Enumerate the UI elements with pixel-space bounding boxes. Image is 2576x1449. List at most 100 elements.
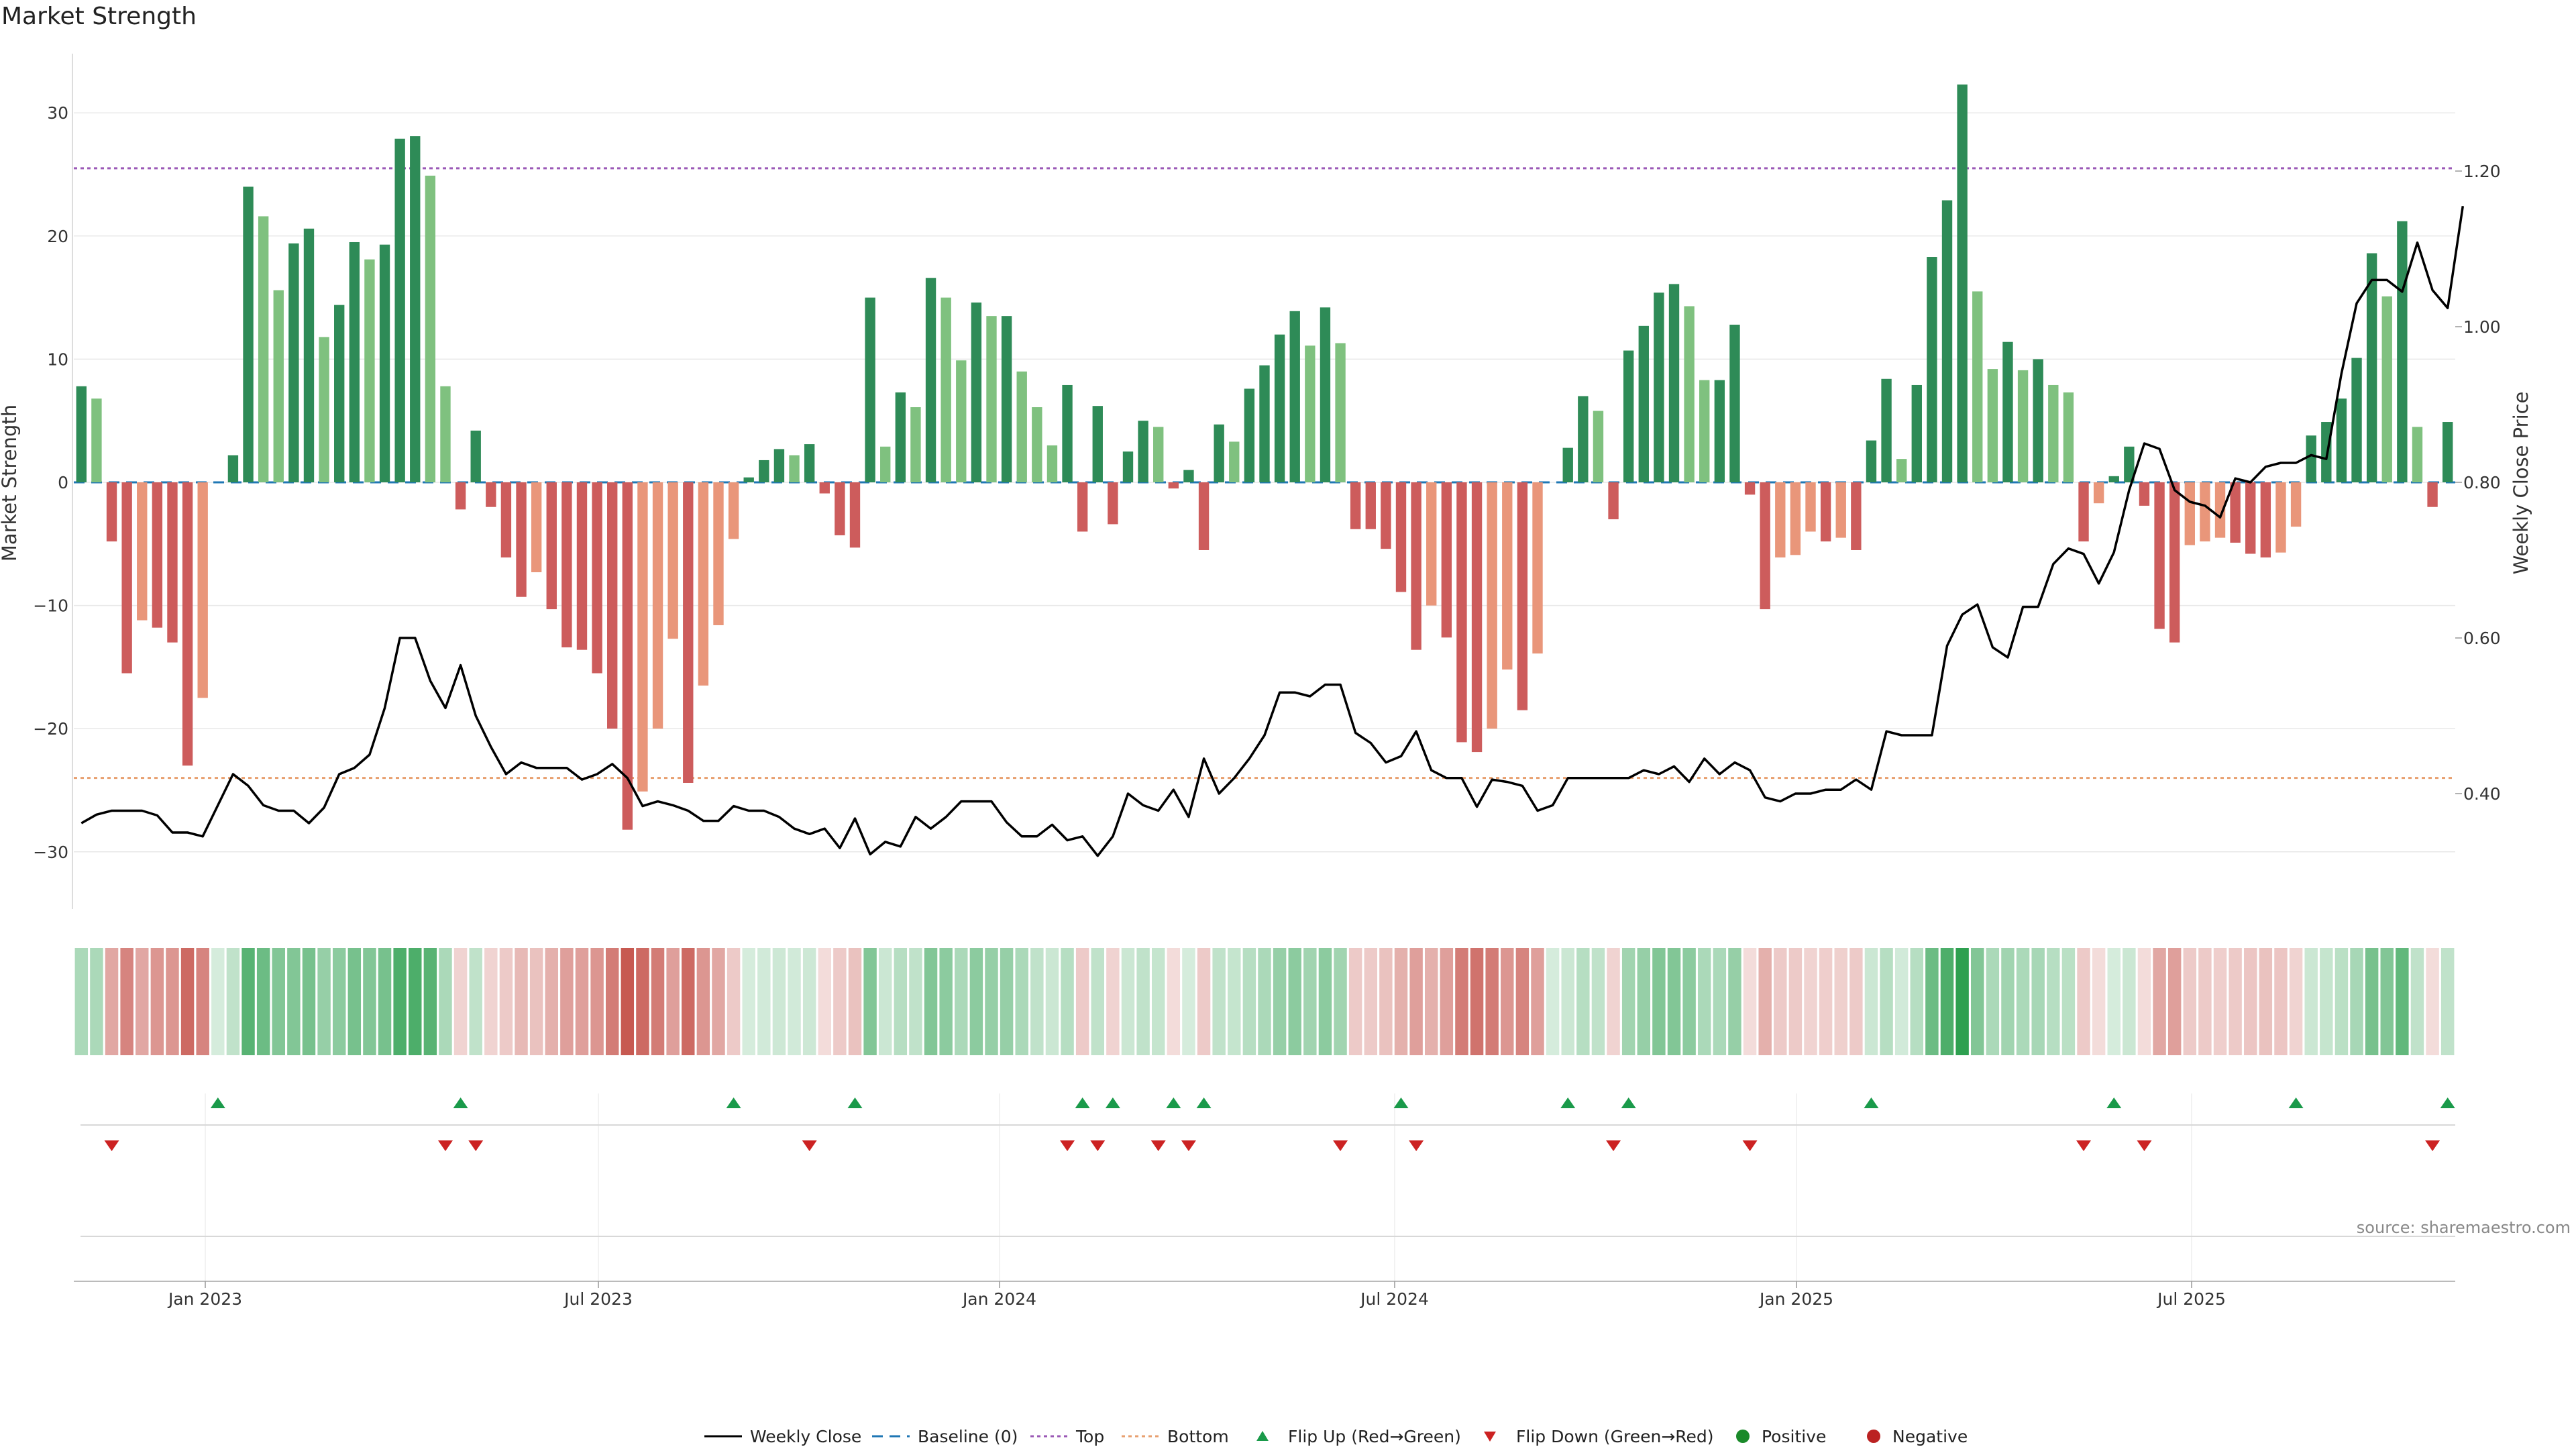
strength-bar bbox=[1987, 369, 1998, 482]
strength-bar bbox=[773, 449, 785, 482]
heatmap-cell bbox=[2198, 948, 2212, 1055]
strength-bar bbox=[2230, 482, 2241, 543]
strength-bar bbox=[182, 482, 193, 766]
heatmap-cell bbox=[878, 948, 892, 1055]
strength-bar bbox=[789, 455, 800, 482]
strength-bar bbox=[364, 259, 375, 482]
x-tick-label: Jul 2023 bbox=[563, 1289, 633, 1309]
y-right-tick-label: 0.80 bbox=[2463, 473, 2501, 492]
strength-bar bbox=[759, 460, 769, 482]
heatmap-cell bbox=[1197, 948, 1211, 1055]
heatmap-cell bbox=[1698, 948, 1711, 1055]
flip-up-marker bbox=[1075, 1097, 1090, 1108]
strength-bar bbox=[1820, 482, 1831, 542]
strength-bar bbox=[1471, 482, 1483, 753]
heatmap-cell bbox=[605, 948, 619, 1055]
heatmap-cell bbox=[2320, 948, 2333, 1055]
flip-up-marker bbox=[847, 1097, 863, 1108]
heatmap-cell bbox=[423, 948, 437, 1055]
heatmap-cell bbox=[1743, 948, 1757, 1055]
heatmap-cell bbox=[985, 948, 998, 1055]
strength-bar bbox=[1274, 334, 1285, 482]
heatmap-cell bbox=[1425, 948, 1438, 1055]
heatmap-cell bbox=[1440, 948, 1454, 1055]
heatmap-cell bbox=[1303, 948, 1317, 1055]
heatmap-cell bbox=[439, 948, 452, 1055]
heatmap-cell bbox=[1546, 948, 1560, 1055]
strength-bar bbox=[1775, 482, 1786, 557]
heatmap-cell bbox=[2153, 948, 2166, 1055]
strength-bar bbox=[1684, 306, 1695, 482]
heatmap-cell bbox=[347, 948, 362, 1055]
strength-bar bbox=[1122, 451, 1134, 482]
strength-bar bbox=[622, 482, 633, 830]
heatmap-cell bbox=[1561, 948, 1574, 1055]
strength-bar bbox=[865, 297, 875, 482]
strength-bar bbox=[2412, 427, 2423, 482]
heatmap-cell bbox=[2183, 948, 2197, 1055]
heatmap-cell bbox=[1591, 948, 1605, 1055]
strength-bar bbox=[925, 278, 936, 482]
strength-bar bbox=[743, 477, 754, 482]
flip-down-marker bbox=[2425, 1140, 2440, 1151]
heatmap-cell bbox=[1091, 948, 1104, 1055]
heatmap-cell bbox=[211, 948, 225, 1055]
strength-bar bbox=[2078, 482, 2089, 542]
heatmap-cell bbox=[712, 948, 725, 1055]
heatmap-cell bbox=[682, 948, 695, 1055]
strength-bar bbox=[637, 482, 648, 792]
heatmap-cell bbox=[1273, 948, 1287, 1055]
strength-bar bbox=[1532, 482, 1543, 654]
strength-heatmap-strip bbox=[74, 948, 2455, 1055]
strength-bar bbox=[1593, 411, 1604, 482]
heatmap-cell bbox=[1774, 948, 1787, 1055]
x-axis: Jan 2023 Jul 2023 Jan 2024 Jul 2024 Jan 2025… bbox=[74, 1281, 2455, 1309]
heatmap-cell bbox=[515, 948, 528, 1055]
strength-bar bbox=[1881, 378, 1892, 482]
heatmap-cell bbox=[727, 948, 741, 1055]
strength-bar bbox=[971, 302, 982, 482]
strength-bar bbox=[121, 482, 132, 674]
heatmap-cell bbox=[120, 948, 133, 1055]
strength-bar bbox=[1927, 257, 1937, 482]
heatmap-cell bbox=[2001, 948, 2015, 1055]
flip-down-marker bbox=[1090, 1140, 1106, 1151]
strength-bar bbox=[1381, 482, 1391, 549]
strength-bar bbox=[2154, 482, 2165, 629]
legend-bottom-label: Bottom bbox=[1167, 1427, 1229, 1446]
heatmap-cell bbox=[1348, 948, 1362, 1055]
y-right-tick-label: 1.20 bbox=[2463, 162, 2501, 181]
heatmap-cell bbox=[1849, 948, 1863, 1055]
heatmap-cell bbox=[1713, 948, 1727, 1055]
strength-bar bbox=[1851, 482, 1862, 550]
strength-bar bbox=[1289, 311, 1300, 482]
strength-bar bbox=[576, 482, 588, 650]
heatmap-cell bbox=[894, 948, 908, 1055]
axes: 30 20 10 0 −10 −20 −30 1.20 1.00 0.80 0.60 0.40 Mark… bbox=[0, 54, 2532, 909]
legend-negative-icon bbox=[1867, 1430, 1880, 1443]
heatmap-cell bbox=[1758, 948, 1772, 1055]
strength-bar bbox=[1183, 470, 1194, 482]
strength-bar bbox=[76, 386, 87, 482]
strength-bar bbox=[1790, 482, 1801, 555]
heatmap-cell bbox=[1075, 948, 1089, 1055]
flip-down-marker bbox=[437, 1140, 453, 1151]
strength-bar bbox=[2063, 392, 2074, 482]
strength-bar bbox=[683, 482, 694, 783]
heatmap-cell bbox=[1788, 948, 1803, 1055]
strength-bar bbox=[2184, 482, 2195, 545]
weekly-close-line bbox=[80, 205, 2465, 857]
strength-bar bbox=[1760, 482, 1770, 610]
strength-bars bbox=[76, 84, 2453, 830]
strength-bar bbox=[1001, 316, 1012, 482]
strength-bar bbox=[941, 297, 951, 482]
legend-flip-down-label: Flip Down (Green→Red) bbox=[1516, 1427, 1714, 1446]
legend: Weekly Close Baseline (0) Top Bottom Fli… bbox=[704, 1427, 1968, 1446]
flip-up-marker bbox=[2106, 1097, 2122, 1108]
flip-up-marker bbox=[210, 1097, 225, 1108]
heatmap-cell bbox=[90, 948, 103, 1055]
strength-bar bbox=[1229, 441, 1240, 482]
strength-bar bbox=[1517, 482, 1528, 710]
heatmap-cell bbox=[1212, 948, 1226, 1055]
heatmap-cell bbox=[1910, 948, 1924, 1055]
